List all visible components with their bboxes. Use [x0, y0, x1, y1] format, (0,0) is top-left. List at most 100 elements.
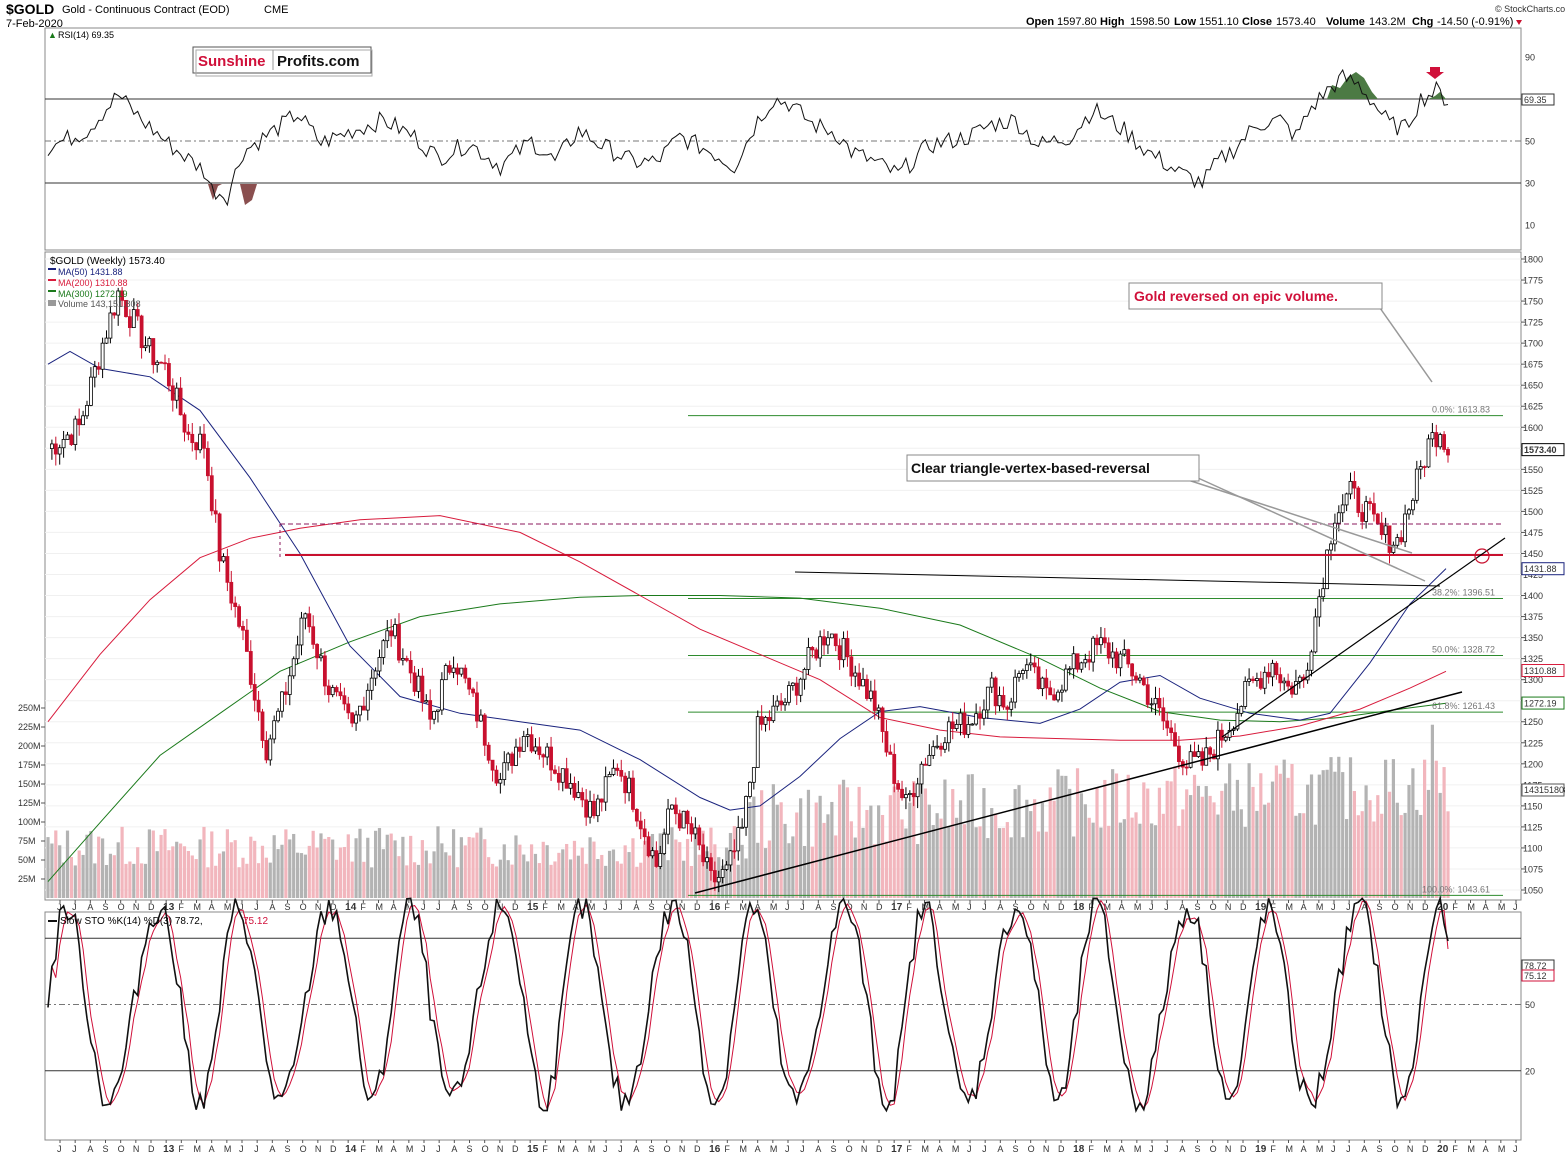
candle-body	[783, 701, 787, 706]
volume-bar	[1068, 788, 1072, 898]
candle-body	[174, 387, 179, 401]
candle-body	[436, 709, 440, 712]
volume-bar	[299, 853, 304, 898]
candle-body	[248, 651, 253, 685]
candle-body	[459, 667, 464, 675]
price-tag-text: 1310.88	[1524, 666, 1557, 676]
candle-body	[798, 678, 803, 696]
candle-body	[1407, 509, 1411, 515]
axis-month-label: M	[588, 902, 596, 912]
candle-body	[272, 720, 277, 740]
volume-bar	[155, 851, 159, 898]
candle-body	[131, 309, 136, 329]
candle-body	[658, 853, 663, 867]
axis-month-label: J	[421, 902, 426, 912]
candle-body	[471, 688, 475, 694]
volume-bar	[592, 841, 596, 898]
volume-bar	[69, 857, 73, 898]
candle-body	[1079, 662, 1084, 670]
volume-bar	[303, 854, 307, 898]
candle-body	[829, 633, 834, 639]
candle-body	[1118, 653, 1123, 669]
candle-body	[486, 744, 491, 761]
down-arrow-icon	[1516, 20, 1522, 25]
volume-bar	[221, 851, 226, 898]
axis-year-label: 14	[345, 1144, 357, 1155]
volume-bar	[1099, 827, 1103, 898]
candle-body	[186, 431, 191, 435]
axis-month-label: D	[148, 902, 155, 912]
volume-bar	[120, 826, 124, 898]
volume-bar	[1380, 813, 1384, 898]
candle-body	[576, 792, 581, 798]
candle-body	[1364, 501, 1369, 522]
volume-value: 143.2M	[1369, 16, 1406, 28]
volume-bar	[1235, 779, 1240, 898]
candle-body	[1399, 537, 1404, 543]
volume-bar	[1072, 836, 1076, 898]
candle-body	[490, 759, 495, 771]
volume-bar	[1387, 791, 1392, 898]
axis-month-label: A	[1119, 1144, 1125, 1154]
candle-body	[260, 711, 265, 741]
candle-body	[73, 418, 78, 445]
candle-body	[92, 366, 97, 378]
logo-sunshine: Sunshine	[198, 53, 266, 70]
volume-bar	[1126, 774, 1130, 898]
candle-body	[155, 361, 160, 366]
volume-bar	[112, 855, 116, 898]
axis-month-label: F	[178, 1144, 184, 1154]
volume-bar	[1434, 760, 1438, 898]
volume-bar	[760, 790, 764, 898]
candle-body	[1426, 438, 1431, 468]
rsi-value-tag: 69.35	[1521, 93, 1555, 106]
candle-body	[1294, 681, 1298, 695]
axis-month-label: O	[1028, 1144, 1035, 1154]
volume-bar	[81, 854, 85, 898]
ma200-line	[47, 515, 1447, 741]
candle-body	[556, 772, 561, 783]
candle-body	[900, 788, 904, 799]
volume-bar	[217, 853, 222, 898]
axis-month-label: N	[1225, 902, 1232, 912]
legend-main: $GOLD (Weekly) 1573.40	[50, 256, 165, 267]
axis-month-label: M	[194, 902, 202, 912]
volume-bar	[448, 855, 452, 898]
volume-bar	[143, 863, 148, 898]
candle-body	[377, 657, 382, 672]
candle-body	[939, 745, 943, 750]
candle-body	[506, 753, 511, 764]
candle-body	[806, 647, 811, 670]
axis-year-label: 13	[163, 1144, 175, 1155]
volume-bar	[334, 859, 339, 898]
volume-bar	[639, 862, 643, 898]
candle-body	[701, 844, 706, 863]
axis-month-label: A	[209, 902, 215, 912]
axis-month-label: S	[1013, 1144, 1019, 1154]
callout-triangle-text: Clear triangle-vertex-based-reversal	[911, 460, 1150, 476]
candle-body	[1188, 751, 1193, 768]
volume-bar	[1216, 814, 1220, 898]
volume-bar	[350, 861, 354, 898]
candle-body	[833, 633, 838, 647]
price-legend: $GOLD (Weekly) 1573.40 MA(50) 1431.88 MA…	[48, 256, 165, 309]
candle-body	[1192, 751, 1197, 757]
axis-month-label: A	[815, 902, 821, 912]
volume-bar	[1044, 831, 1048, 898]
candle-body	[1391, 544, 1396, 553]
candle-body	[623, 775, 628, 794]
price-tick-label: 1800	[1523, 255, 1543, 265]
axis-month-label: F	[1270, 902, 1276, 912]
volume-bar	[1302, 813, 1306, 898]
axis-month-label: A	[1361, 1144, 1367, 1154]
volume-bar	[307, 845, 311, 898]
candle-body	[143, 345, 148, 349]
candle-body	[96, 366, 101, 370]
candle-body	[397, 624, 401, 661]
volume-bar	[631, 838, 635, 898]
sto-label: Slow STO %K(14) %D(3) 78.72,	[60, 916, 203, 927]
axis-month-label: J	[1346, 1144, 1351, 1154]
axis-month-label: A	[87, 1144, 93, 1154]
volume-bar	[1021, 837, 1025, 898]
volume-bar	[178, 843, 183, 898]
